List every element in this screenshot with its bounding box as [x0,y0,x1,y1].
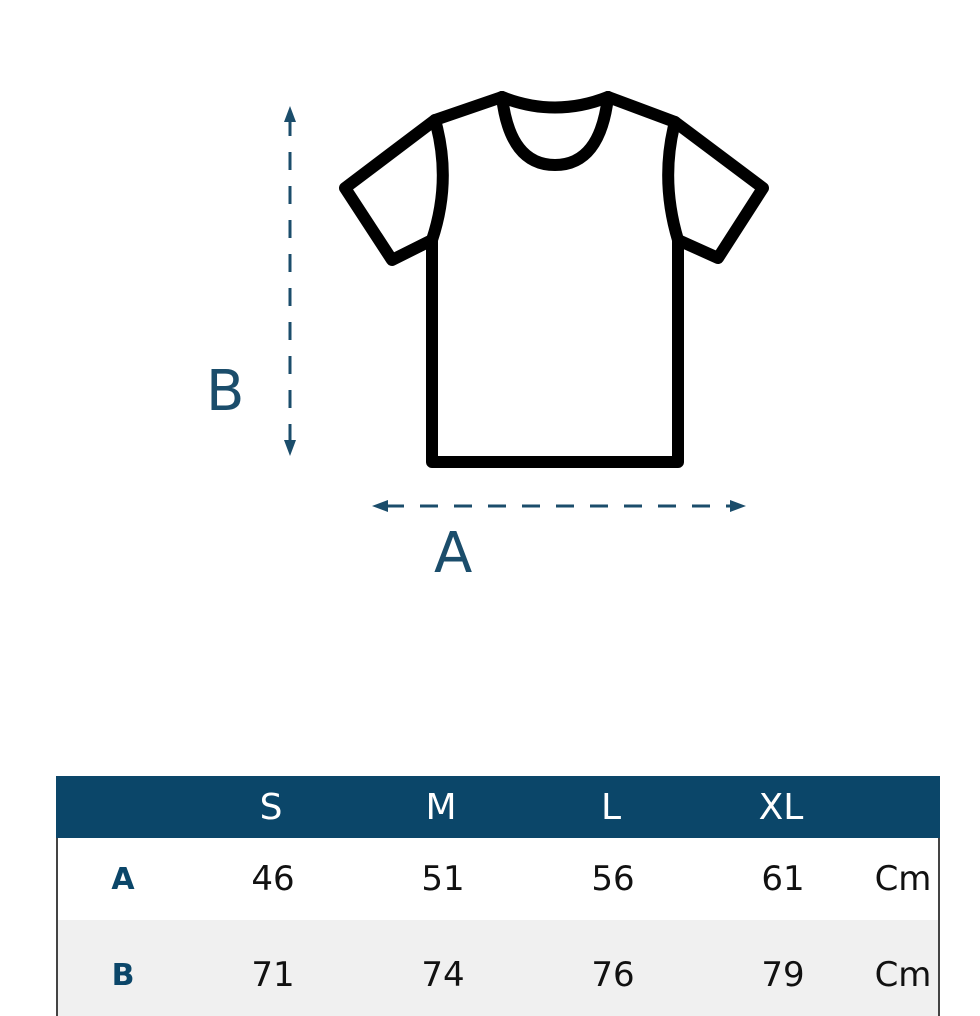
header-size-s: S [259,786,283,828]
table-cell: 79 [761,955,805,995]
table-cell: 46 [251,859,295,899]
header-size-m: M [425,786,457,828]
dimension-b-label: B [206,359,245,424]
table-header: S M L XL [56,776,940,838]
header-size-l: L [600,786,622,828]
table-cell: 61 [761,859,805,899]
unit-cell: Cm [874,859,932,899]
row-label: A [111,861,135,897]
table-row: B 71 74 76 79 Cm [58,920,938,1016]
table-cell: 74 [421,955,465,995]
width-arrow [372,500,746,512]
table-cell: 71 [251,955,295,995]
height-arrow [284,106,296,456]
table-cell: 76 [591,955,635,995]
row-label: B [111,957,135,993]
size-diagram [284,91,769,512]
header-size-xl: XL [758,786,804,828]
size-table: S M L XL A 46 51 56 61 Cm B 71 74 76 79 … [56,776,940,1016]
table-cell: 56 [591,859,635,899]
t-shirt-icon [339,91,769,468]
dimension-a-label: A [434,521,473,586]
unit-cell: Cm [874,955,932,995]
table-row: A 46 51 56 61 Cm [58,838,938,920]
table-cell: 51 [421,859,465,899]
